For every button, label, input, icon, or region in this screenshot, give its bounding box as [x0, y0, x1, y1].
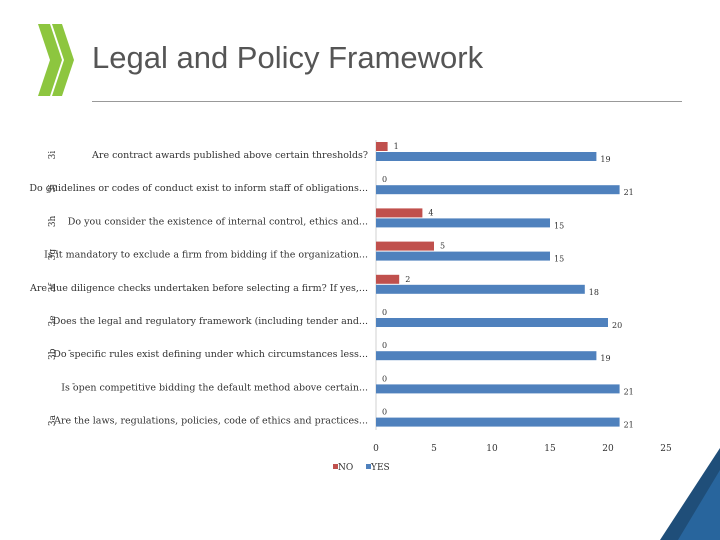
data-label-no: 0 — [382, 308, 387, 317]
legend-swatch — [366, 464, 371, 469]
data-label-yes: 21 — [624, 421, 634, 430]
corner-decoration — [660, 448, 720, 540]
row-code-label: 3a — [48, 414, 58, 426]
title-divider — [92, 101, 682, 102]
category-label: Do you consider the existence of interna… — [68, 216, 368, 227]
x-tick-label: 5 — [431, 444, 437, 454]
x-tick-label: 20 — [602, 444, 614, 454]
bar-no — [376, 208, 423, 218]
bar-yes — [376, 251, 550, 261]
row-dash-label: - — [72, 379, 75, 389]
page-title: Legal and Policy Framework — [92, 40, 484, 75]
bar-no — [376, 142, 388, 151]
category-label: Do guidelines or codes of conduct exist … — [29, 183, 368, 194]
row-code-label: 3b — [48, 348, 58, 360]
bar-yes — [376, 152, 597, 161]
bar-yes — [376, 384, 620, 394]
bar-yes — [376, 351, 597, 361]
data-label-no: 0 — [382, 175, 387, 184]
category-label: Is open competitive bidding the default … — [61, 382, 368, 393]
bar-no — [376, 274, 400, 284]
data-label-no: 0 — [382, 341, 387, 350]
x-tick-label: 15 — [544, 444, 556, 454]
bar-yes — [376, 417, 620, 427]
category-label: Are contract awards published above cert… — [91, 150, 368, 161]
data-label-yes: 20 — [612, 321, 622, 330]
category-label: Does the legal and regulatory framework … — [53, 316, 368, 327]
x-tick-label: 0 — [373, 444, 379, 454]
bar-yes — [376, 318, 608, 327]
bar-yes — [376, 218, 550, 228]
data-label-no: 1 — [394, 142, 399, 151]
bar-yes — [376, 284, 585, 294]
oecd-logo — [38, 24, 74, 96]
row-dash-label: - — [68, 346, 71, 356]
data-label-no: 5 — [440, 242, 445, 251]
row-code-label: 3g — [48, 249, 58, 261]
legend-label: NO — [338, 463, 353, 473]
category-label: Is it mandatory to exclude a firm from b… — [44, 250, 368, 261]
data-label-yes: 19 — [600, 155, 610, 164]
legend-swatch — [333, 464, 338, 469]
legend-label: YES — [370, 463, 390, 473]
row-code-label: 3j — [48, 184, 58, 193]
data-label-yes: 21 — [624, 188, 634, 197]
x-tick-label: 10 — [486, 444, 498, 454]
row-code-label: 3e — [48, 315, 58, 326]
category-label: Do specific rules exist defining under w… — [53, 349, 368, 360]
bar-yes — [376, 185, 620, 195]
row-code-label: 3f — [48, 283, 58, 293]
data-label-yes: 21 — [624, 387, 634, 396]
data-label-yes: 15 — [554, 221, 564, 230]
data-label-no: 0 — [382, 408, 387, 417]
data-label-yes: 19 — [600, 354, 610, 363]
data-label-yes: 15 — [554, 255, 564, 264]
x-tick-label: 25 — [660, 444, 672, 454]
data-label-no: 4 — [428, 208, 433, 217]
row-code-label: 3h — [48, 215, 58, 227]
bar-no — [376, 241, 434, 251]
row-code-label: 3i — [48, 151, 58, 160]
category-label: Are the laws, regulations, policies, cod… — [53, 416, 368, 427]
data-label-no: 0 — [382, 374, 387, 383]
data-label-no: 2 — [405, 275, 410, 284]
category-label: Are due diligence checks undertaken befo… — [29, 283, 368, 294]
data-label-yes: 18 — [589, 288, 599, 297]
